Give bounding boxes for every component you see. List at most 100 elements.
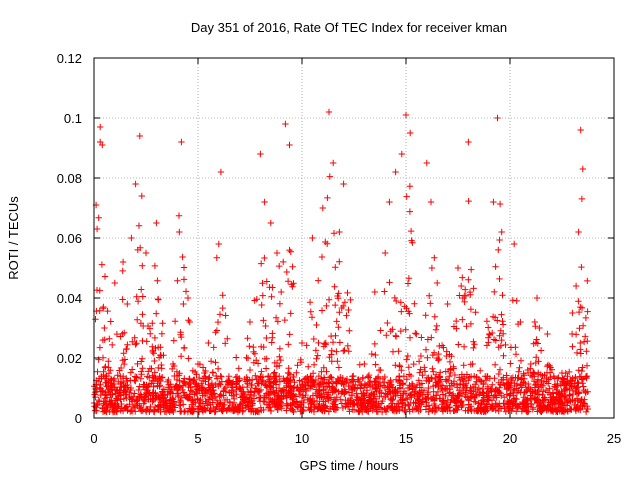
- data-point: [435, 350, 442, 358]
- data-point: [104, 383, 111, 390]
- data-point: [425, 384, 432, 392]
- data-point: [336, 309, 343, 316]
- data-point: [366, 394, 373, 401]
- data-point: [546, 385, 553, 392]
- data-point: [138, 358, 145, 365]
- data-point: [260, 317, 267, 324]
- data-point: [218, 373, 225, 380]
- data-point: [433, 354, 441, 362]
- data-point: [530, 377, 538, 385]
- data-point: [280, 388, 287, 395]
- data-point: [407, 227, 415, 235]
- data-point: [196, 397, 203, 405]
- data-point: [243, 354, 250, 361]
- data-point: [467, 361, 474, 368]
- data-point: [512, 374, 519, 381]
- data-point: [145, 368, 152, 375]
- data-point: [199, 375, 207, 382]
- data-point: [539, 388, 547, 395]
- data-point: [511, 240, 518, 248]
- data-point: [102, 363, 109, 370]
- data-point: [272, 314, 280, 321]
- data-point: [500, 400, 508, 407]
- data-point: [421, 364, 428, 371]
- data-point: [507, 344, 515, 351]
- data-point: [491, 288, 498, 296]
- data-point: [154, 382, 161, 389]
- data-point: [280, 258, 287, 266]
- data-point: [565, 397, 572, 404]
- data-point: [178, 138, 185, 146]
- data-point: [103, 401, 110, 408]
- data-point: [320, 364, 327, 371]
- data-point: [289, 283, 296, 290]
- data-point: [484, 396, 492, 403]
- data-point: [355, 376, 362, 383]
- data-point: [282, 392, 290, 400]
- data-point: [497, 342, 505, 349]
- data-point: [353, 390, 360, 397]
- data-point: [258, 260, 265, 267]
- data-point: [379, 397, 386, 405]
- data-point: [166, 408, 173, 415]
- data-point: [251, 297, 258, 304]
- data-point: [547, 364, 554, 371]
- data-point: [213, 397, 221, 404]
- x-tick-label: 5: [194, 431, 201, 446]
- data-point: [286, 331, 293, 338]
- data-point: [502, 341, 509, 349]
- data-point: [306, 406, 313, 414]
- data-point: [377, 383, 384, 390]
- data-point: [196, 374, 203, 382]
- data-point: [532, 323, 539, 330]
- data-point: [150, 383, 157, 390]
- data-point: [485, 324, 492, 331]
- data-point: [381, 378, 388, 386]
- data-point: [389, 403, 396, 411]
- data-point: [215, 240, 222, 248]
- data-point: [248, 381, 255, 389]
- data-point: [92, 407, 99, 414]
- data-point: [369, 407, 376, 414]
- data-point: [139, 293, 146, 300]
- data-point: [385, 403, 393, 410]
- data-point: [354, 397, 361, 404]
- data-point: [284, 278, 292, 285]
- data-point: [181, 407, 189, 415]
- data-point: [339, 404, 347, 412]
- data-point: [544, 330, 551, 338]
- data-point: [559, 375, 566, 382]
- data-point: [231, 407, 238, 414]
- data-point: [450, 323, 458, 330]
- data-point: [131, 334, 138, 341]
- data-point: [165, 384, 172, 391]
- data-point: [153, 393, 160, 401]
- data-point: [296, 391, 303, 399]
- data-point: [584, 388, 591, 395]
- data-point: [321, 340, 328, 347]
- x-tick-label: 15: [399, 431, 413, 446]
- data-point: [505, 407, 512, 414]
- data-point: [324, 391, 331, 398]
- data-point: [401, 407, 408, 414]
- data-point: [386, 279, 393, 286]
- data-point: [224, 335, 231, 342]
- data-point: [137, 407, 145, 415]
- data-point: [117, 380, 124, 388]
- data-point: [180, 401, 187, 408]
- data-point: [456, 292, 463, 299]
- data-point: [427, 300, 434, 307]
- data-point: [184, 408, 192, 416]
- data-point: [361, 360, 368, 368]
- data-point: [364, 403, 371, 411]
- data-point: [489, 329, 496, 337]
- data-point: [334, 358, 341, 365]
- data-point: [461, 298, 468, 306]
- data-point: [397, 327, 404, 335]
- data-point: [378, 389, 385, 396]
- data-point: [460, 378, 467, 385]
- data-point: [97, 391, 104, 399]
- data-point: [360, 390, 367, 397]
- data-point: [386, 198, 393, 206]
- data-point: [359, 374, 367, 381]
